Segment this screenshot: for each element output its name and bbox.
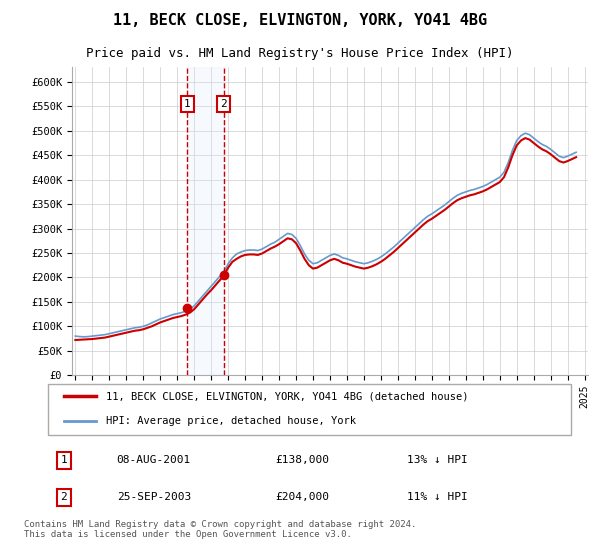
Text: 13% ↓ HPI: 13% ↓ HPI: [407, 455, 468, 465]
Text: 2: 2: [220, 99, 227, 109]
FancyBboxPatch shape: [48, 384, 571, 435]
Text: 11% ↓ HPI: 11% ↓ HPI: [407, 492, 468, 502]
Text: 11, BECK CLOSE, ELVINGTON, YORK, YO41 4BG (detached house): 11, BECK CLOSE, ELVINGTON, YORK, YO41 4B…: [106, 391, 469, 402]
Text: £204,000: £204,000: [275, 492, 329, 502]
Text: Contains HM Land Registry data © Crown copyright and database right 2024.
This d: Contains HM Land Registry data © Crown c…: [24, 520, 416, 539]
Text: 25-SEP-2003: 25-SEP-2003: [116, 492, 191, 502]
Text: 1: 1: [61, 455, 67, 465]
Text: 08-AUG-2001: 08-AUG-2001: [116, 455, 191, 465]
Text: 2: 2: [61, 492, 67, 502]
Text: 1: 1: [184, 99, 191, 109]
Text: HPI: Average price, detached house, York: HPI: Average price, detached house, York: [106, 416, 356, 426]
Text: £138,000: £138,000: [275, 455, 329, 465]
Bar: [187, 67, 224, 375]
Text: 11, BECK CLOSE, ELVINGTON, YORK, YO41 4BG: 11, BECK CLOSE, ELVINGTON, YORK, YO41 4B…: [113, 13, 487, 29]
Text: Price paid vs. HM Land Registry's House Price Index (HPI): Price paid vs. HM Land Registry's House …: [86, 47, 514, 60]
